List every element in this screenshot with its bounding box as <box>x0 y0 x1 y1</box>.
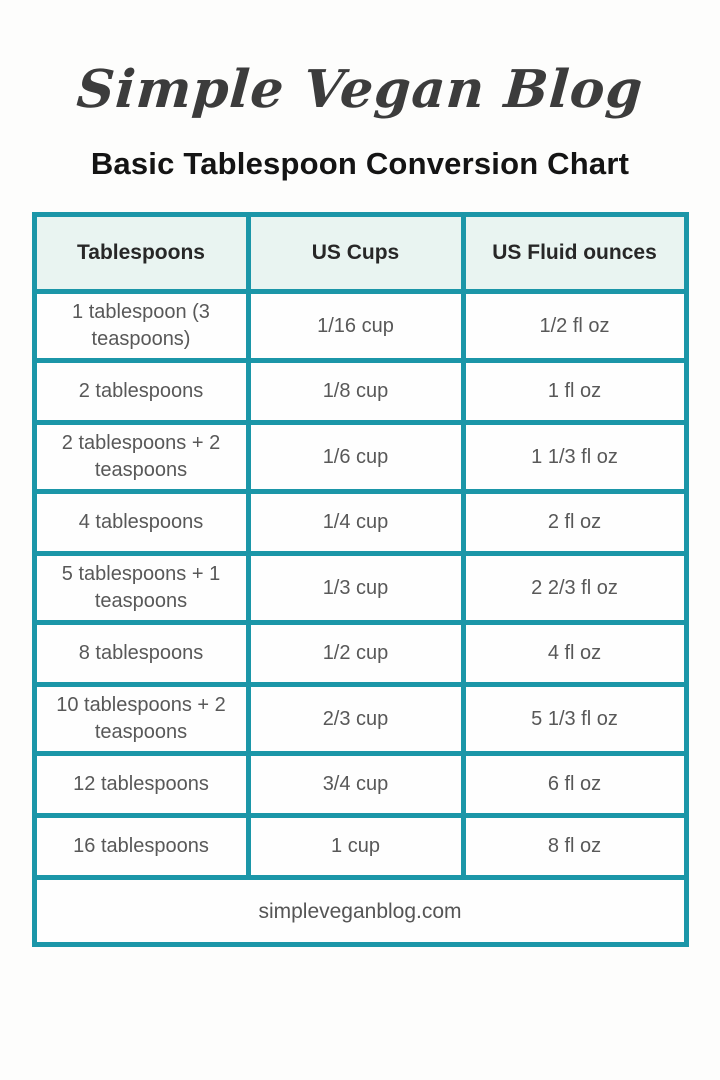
fluid-ounces-cell: 6 fl oz <box>460 751 689 818</box>
table-row: 5 tablespoons + 1 teaspoons 1/3 cup 2 2/… <box>31 551 689 625</box>
tablespoons-cell: 16 tablespoons <box>31 813 251 880</box>
table-row: 4 tablespoons 1/4 cup 2 fl oz <box>31 489 689 556</box>
table-row: 2 tablespoons 1/8 cup 1 fl oz <box>31 358 689 425</box>
tablespoons-cell: 1 tablespoon (3 teaspoons) <box>31 289 251 363</box>
cups-cell: 1/8 cup <box>245 358 466 425</box>
cups-cell: 1/4 cup <box>245 489 466 556</box>
cups-cell: 1 cup <box>245 813 466 880</box>
cups-cell: 3/4 cup <box>245 751 466 818</box>
fluid-ounces-cell: 1/2 fl oz <box>460 289 689 363</box>
fluid-ounces-cell: 1 fl oz <box>460 358 689 425</box>
tablespoons-cell: 12 tablespoons <box>31 751 251 818</box>
fluid-ounces-cell: 1 1/3 fl oz <box>460 420 689 494</box>
fluid-ounces-cell: 4 fl oz <box>460 620 689 687</box>
website-url: simpleveganblog.com <box>31 875 689 947</box>
cups-cell: 1/3 cup <box>245 551 466 625</box>
cups-cell: 1/16 cup <box>245 289 466 363</box>
conversion-table: Tablespoons US Cups US Fluid ounces 1 ta… <box>31 212 689 947</box>
page-title: Basic Tablespoon Conversion Chart <box>90 146 630 181</box>
table-row: 10 tablespoons + 2 teaspoons 2/3 cup 5 1… <box>31 682 689 756</box>
table-row: 2 tablespoons + 2 teaspoons 1/6 cup 1 1/… <box>31 420 689 494</box>
tablespoons-cell: 10 tablespoons + 2 teaspoons <box>31 682 251 756</box>
fluid-ounces-cell: 5 1/3 fl oz <box>460 682 689 756</box>
simple-vegan-blog-logo: Simple Vegan Blog <box>74 59 646 120</box>
table-footer-row: simpleveganblog.com <box>31 875 689 947</box>
cups-cell: 1/6 cup <box>245 420 466 494</box>
table-row: 1 tablespoon (3 teaspoons) 1/16 cup 1/2 … <box>31 289 689 363</box>
cups-cell: 1/2 cup <box>245 620 466 687</box>
column-header-us-fluid-ounces: US Fluid ounces <box>460 212 689 294</box>
fluid-ounces-cell: 2 fl oz <box>460 489 689 556</box>
tablespoons-cell: 2 tablespoons + 2 teaspoons <box>31 420 251 494</box>
table-row: 12 tablespoons 3/4 cup 6 fl oz <box>31 751 689 818</box>
tablespoons-cell: 8 tablespoons <box>31 620 251 687</box>
column-header-us-cups: US Cups <box>245 212 466 294</box>
fluid-ounces-cell: 2 2/3 fl oz <box>460 551 689 625</box>
cups-cell: 2/3 cup <box>245 682 466 756</box>
tablespoons-cell: 5 tablespoons + 1 teaspoons <box>31 551 251 625</box>
fluid-ounces-cell: 8 fl oz <box>460 813 689 880</box>
table-row: 16 tablespoons 1 cup 8 fl oz <box>31 813 689 880</box>
tablespoons-cell: 2 tablespoons <box>31 358 251 425</box>
table-row: 8 tablespoons 1/2 cup 4 fl oz <box>31 620 689 687</box>
table-header-row: Tablespoons US Cups US Fluid ounces <box>31 212 689 294</box>
column-header-tablespoons: Tablespoons <box>31 212 251 294</box>
tablespoons-cell: 4 tablespoons <box>31 489 251 556</box>
